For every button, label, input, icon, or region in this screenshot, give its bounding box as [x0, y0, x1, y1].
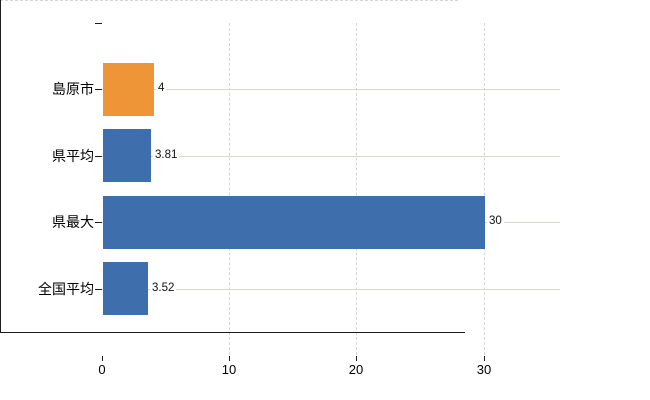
x-axis-tick	[229, 356, 230, 361]
gridline-horizontal	[102, 156, 560, 157]
bar	[103, 196, 485, 249]
x-tick-label: 20	[348, 362, 364, 377]
y-axis-tick	[95, 156, 102, 157]
y-axis-line	[0, 0, 1, 332]
gridline-horizontal	[102, 89, 560, 90]
x-axis-tick	[356, 356, 357, 361]
category-label: 全国平均	[38, 281, 94, 297]
y-axis-tick	[95, 89, 102, 90]
x-axis-line	[0, 332, 465, 333]
y-axis-end-tick	[95, 23, 102, 24]
bar	[103, 262, 148, 315]
gridline-vertical	[229, 23, 230, 355]
value-label: 30	[487, 214, 504, 229]
x-tick-label: 30	[476, 362, 492, 377]
gridline-vertical	[484, 23, 485, 355]
plot-top-border	[0, 0, 458, 1]
y-axis-tick	[95, 222, 102, 223]
x-tick-label: 0	[98, 362, 106, 377]
x-tick-label: 10	[221, 362, 237, 377]
x-axis-tick	[102, 356, 103, 361]
x-axis-tick	[484, 356, 485, 361]
value-label: 3.81	[153, 148, 180, 163]
value-label: 4	[156, 81, 167, 96]
category-label: 島原市	[52, 81, 94, 97]
category-label: 県最大	[52, 214, 94, 230]
gridline-vertical	[356, 23, 357, 355]
y-axis-tick	[95, 289, 102, 290]
bar	[103, 129, 151, 182]
category-label: 県平均	[52, 148, 94, 164]
bar	[103, 63, 154, 116]
gridline-horizontal	[102, 289, 560, 290]
value-label: 3.52	[150, 281, 177, 296]
